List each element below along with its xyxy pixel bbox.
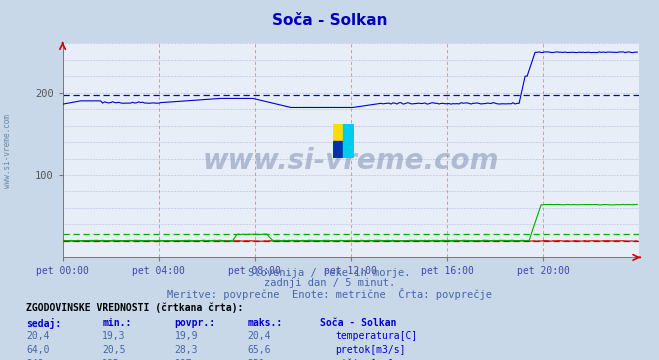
- Text: Slovenija / reke in morje.: Slovenija / reke in morje.: [248, 268, 411, 278]
- Text: Meritve: povprečne  Enote: metrične  Črta: povprečje: Meritve: povprečne Enote: metrične Črta:…: [167, 288, 492, 300]
- Text: 65,6: 65,6: [247, 345, 271, 355]
- Text: 185: 185: [102, 359, 120, 360]
- Bar: [333, 124, 343, 141]
- Bar: [333, 141, 343, 158]
- Text: 19,3: 19,3: [102, 331, 126, 341]
- Text: višina[cm]: višina[cm]: [335, 359, 394, 360]
- Bar: [343, 124, 354, 141]
- Text: pretok[m3/s]: pretok[m3/s]: [335, 345, 406, 355]
- Text: 64,0: 64,0: [26, 345, 50, 355]
- Text: 20,4: 20,4: [26, 331, 50, 341]
- Text: temperatura[C]: temperatura[C]: [335, 331, 418, 341]
- Text: www.si-vreme.com: www.si-vreme.com: [203, 147, 499, 175]
- Text: Soča - Solkan: Soča - Solkan: [320, 318, 396, 328]
- Text: zadnji dan / 5 minut.: zadnji dan / 5 minut.: [264, 278, 395, 288]
- Text: povpr.:: povpr.:: [175, 318, 215, 328]
- Text: 197: 197: [175, 359, 192, 360]
- Bar: [343, 141, 354, 158]
- Text: min.:: min.:: [102, 318, 132, 328]
- Text: sedaj:: sedaj:: [26, 318, 61, 329]
- Text: Soča - Solkan: Soča - Solkan: [272, 13, 387, 28]
- Text: 251: 251: [247, 359, 265, 360]
- Text: 20,4: 20,4: [247, 331, 271, 341]
- Text: 20,5: 20,5: [102, 345, 126, 355]
- Text: 28,3: 28,3: [175, 345, 198, 355]
- Text: 19,9: 19,9: [175, 331, 198, 341]
- Text: ZGODOVINSKE VREDNOSTI (črtkana črta):: ZGODOVINSKE VREDNOSTI (črtkana črta):: [26, 302, 244, 313]
- Text: www.si-vreme.com: www.si-vreme.com: [3, 114, 13, 188]
- Text: 249: 249: [26, 359, 44, 360]
- Text: maks.:: maks.:: [247, 318, 282, 328]
